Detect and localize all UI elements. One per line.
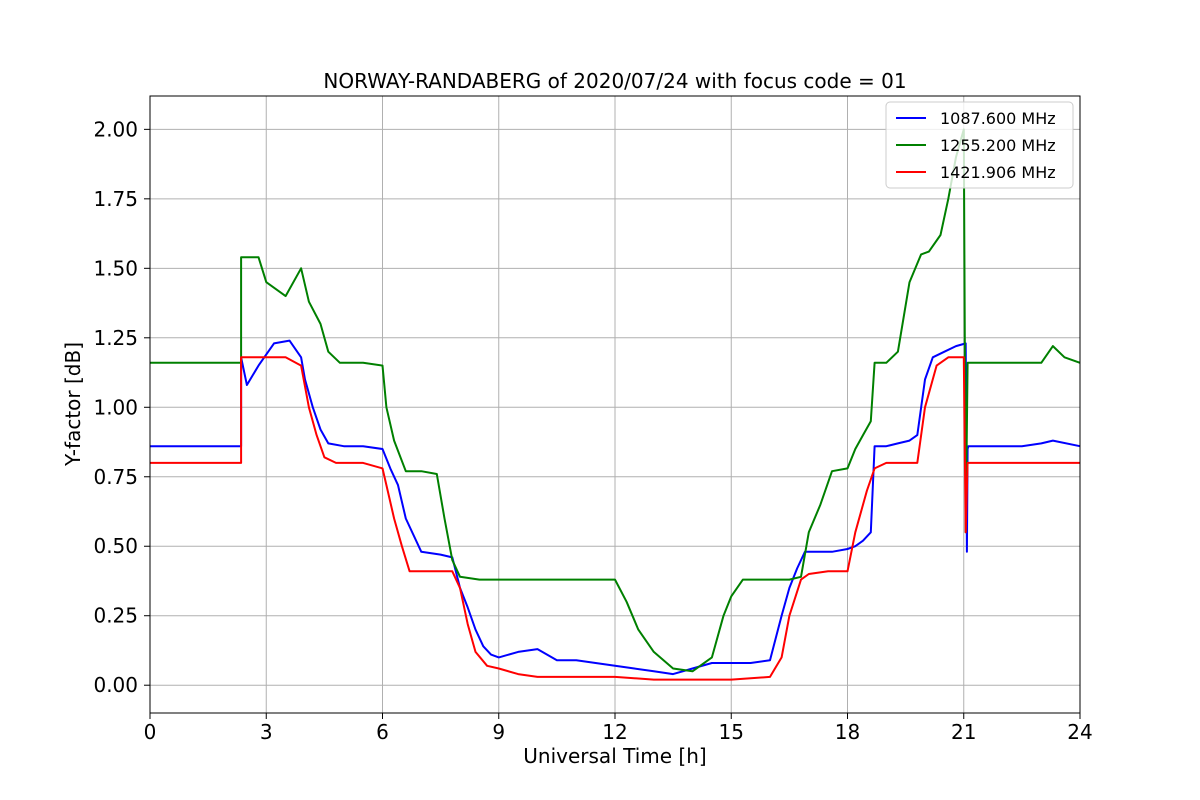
x-axis-label: Universal Time [h] (523, 744, 706, 768)
x-tick-label: 15 (719, 720, 744, 744)
y-tick-label: 0.75 (93, 465, 138, 489)
chart-title: NORWAY-RANDABERG of 2020/07/24 with focu… (323, 69, 906, 93)
y-tick-label: 0.50 (93, 534, 138, 558)
series-line-1421 (150, 356, 1080, 681)
x-tick-label: 18 (835, 720, 860, 744)
x-tick-label: 12 (602, 720, 627, 744)
y-tick-label: 1.50 (93, 256, 138, 280)
series-line-1087 (150, 339, 1081, 676)
legend-label-1421: 1421.906 MHz (940, 163, 1056, 182)
legend-label-1255: 1255.200 MHz (940, 136, 1056, 155)
y-tick-label: 0.00 (93, 673, 138, 697)
y-tick-label: 1.25 (93, 326, 138, 350)
x-tick-label: 6 (376, 720, 389, 744)
y-tick-label: 1.75 (93, 187, 138, 211)
y-tick-label: 1.00 (93, 395, 138, 419)
legend: 1087.600 MHz 1255.200 MHz 1421.906 MHz (885, 101, 1074, 189)
legend-box (885, 101, 1074, 189)
x-tick-label: 0 (144, 720, 157, 744)
x-tick-label: 24 (1067, 720, 1092, 744)
x-tick-label: 21 (951, 720, 976, 744)
y-tick-label: 0.25 (93, 604, 138, 628)
x-tick-label: 9 (492, 720, 505, 744)
y-tick-label: 2.00 (93, 117, 138, 141)
x-tick-label: 3 (260, 720, 273, 744)
series-line-1255 (150, 128, 1081, 673)
ticks: 0 3 6 9 12 15 18 21 24 0.00 0.25 0.50 0.75 1.00 1.25 1.… (93, 117, 1092, 744)
series-layer (150, 128, 1081, 681)
legend-label-1087: 1087.600 MHz (940, 109, 1056, 128)
y-axis-label: Y-factor [dB] (61, 342, 85, 467)
